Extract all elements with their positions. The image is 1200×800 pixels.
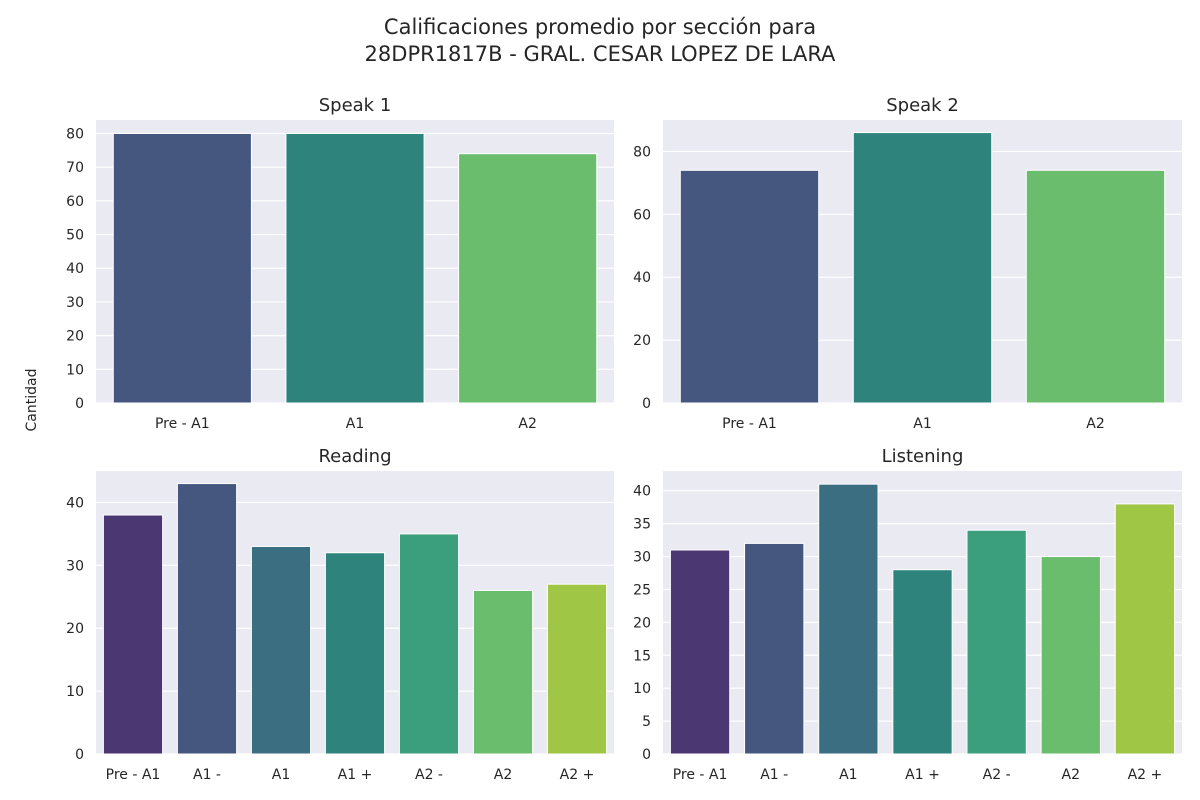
x-tick-label: A1 [913, 416, 931, 432]
y-tick-label: 30 [633, 550, 651, 566]
y-tick-label: 40 [633, 270, 651, 286]
y-tick-label: 5 [642, 714, 651, 730]
bar [744, 542, 805, 755]
x-tick-label: Pre - A1 [722, 416, 777, 432]
panel-title: Reading [318, 446, 391, 467]
x-tick-label: A1 - [193, 767, 221, 783]
figure-title-line-1: Calificaciones promedio por sección para [383, 15, 817, 39]
y-tick-label: 10 [66, 362, 84, 378]
x-tick-label: A2 [494, 767, 512, 783]
bar [250, 545, 312, 755]
y-tick-label: 80 [66, 126, 84, 142]
y-tick-label: 20 [633, 333, 651, 349]
y-tick-label: 40 [633, 484, 651, 500]
x-tick-label: A1 - [760, 767, 788, 783]
bar [679, 169, 820, 404]
bar [324, 552, 386, 755]
y-tick-label: 15 [633, 648, 651, 664]
x-tick-label: A2 - [983, 767, 1011, 783]
x-tick-label: A2 - [415, 767, 443, 783]
y-tick-label: 0 [75, 747, 84, 763]
panel-title: Listening [882, 446, 964, 467]
panel-title: Speak 1 [319, 95, 392, 116]
bar [176, 483, 238, 755]
bar [669, 549, 731, 755]
y-tick-label: 30 [66, 295, 84, 311]
x-tick-label: A2 + [1128, 767, 1163, 783]
x-tick-label: Pre - A1 [673, 767, 728, 783]
y-tick-label: 70 [66, 160, 84, 176]
y-tick-label: 35 [633, 517, 651, 533]
bar [892, 569, 953, 755]
x-tick-label: A2 [1062, 767, 1080, 783]
bar [546, 583, 608, 755]
bar [472, 589, 534, 755]
y-tick-label: 40 [66, 495, 84, 511]
chart-panel-1: 0 10 20 30 40 50 60 70 80 Pre - A1 A1 A2 Speak 1 [66, 95, 614, 432]
x-tick-label: Pre - A1 [106, 767, 161, 783]
chart-panel-3: 0 10 20 30 40 Pre - A1 A1 - A1 A1 + A2 - A2 A2 + Rea… [66, 446, 614, 783]
bar [102, 514, 164, 755]
figure-title: Calificaciones promedio por sección para… [0, 14, 1200, 68]
y-tick-label: 10 [66, 684, 84, 700]
x-tick-label: A2 + [560, 767, 595, 783]
y-tick-label: 0 [642, 396, 651, 412]
y-tick-label: 20 [66, 329, 84, 345]
x-tick-label: A1 [272, 767, 290, 783]
bar [818, 483, 879, 755]
bar [966, 529, 1027, 755]
bar [1114, 503, 1176, 755]
y-tick-label: 60 [66, 194, 84, 210]
chart-panel-2: 0 20 40 60 80 Pre - A1 A1 A2 Speak 2 [633, 95, 1182, 432]
x-tick-label: A2 [518, 416, 536, 432]
y-tick-label: 30 [66, 558, 84, 574]
bar [112, 132, 252, 404]
bar [1040, 556, 1101, 755]
bar [1025, 169, 1166, 404]
x-tick-label: A1 [346, 416, 364, 432]
y-tick-label: 25 [633, 582, 651, 598]
y-tick-label: 60 [633, 207, 651, 223]
x-tick-label: A2 [1086, 416, 1104, 432]
y-tick-label: 20 [66, 621, 84, 637]
figure-title-line-2: 28DPR1817B - GRAL. CESAR LOPEZ DE LARA [364, 42, 836, 66]
chart-panel-4: 0 5 10 15 20 25 30 35 40 Pre - A1 A1 - A1 A1 + A2 - A2… [633, 446, 1182, 783]
x-tick-label: A1 + [905, 767, 940, 783]
y-tick-label: 0 [75, 396, 84, 412]
x-tick-label: Pre - A1 [155, 416, 210, 432]
x-tick-label: A1 + [338, 767, 373, 783]
bar [285, 132, 425, 404]
bar [398, 533, 460, 755]
y-tick-label: 20 [633, 615, 651, 631]
y-tick-label: 40 [66, 261, 84, 277]
bar [852, 132, 993, 404]
x-tick-label: A1 [839, 767, 857, 783]
y-tick-label: 50 [66, 228, 84, 244]
y-tick-label: 10 [633, 681, 651, 697]
y-tick-label: 80 [633, 144, 651, 160]
panel-title: Speak 2 [886, 95, 959, 116]
bar [458, 153, 598, 404]
y-tick-label: 0 [642, 747, 651, 763]
